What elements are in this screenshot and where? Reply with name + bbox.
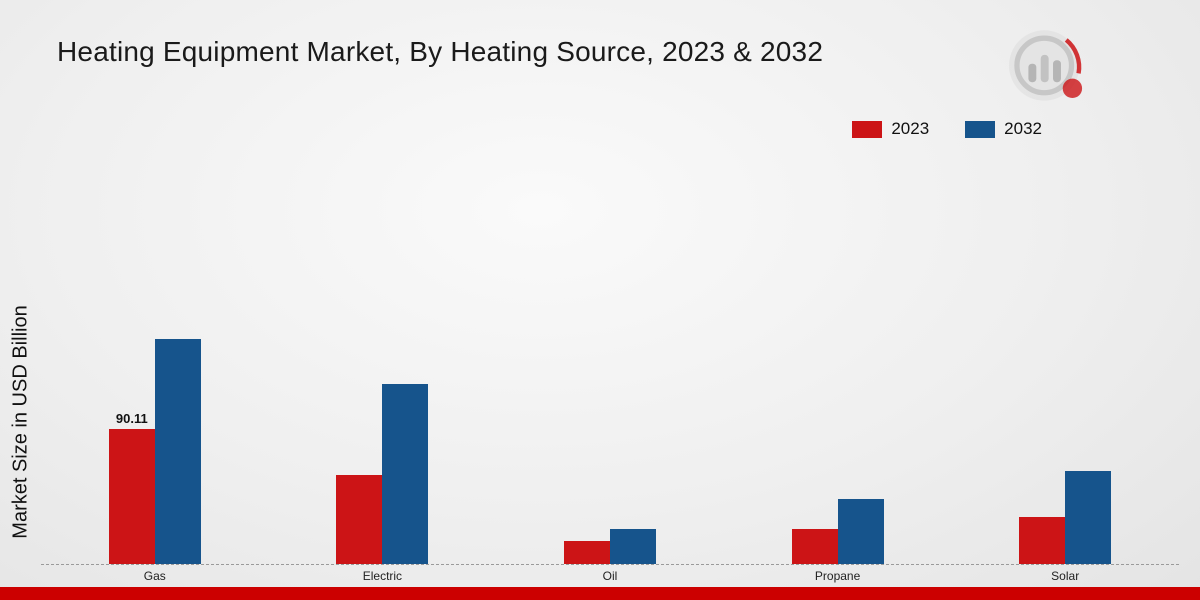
x-tick-gas: Gas	[143, 569, 166, 583]
legend-label-2023: 2023	[891, 119, 930, 138]
bar-2032-propane	[837, 499, 884, 564]
bar-2023-gas	[108, 428, 155, 564]
x-tick-electric: Electric	[362, 569, 403, 583]
bars-container: 90.11	[41, 140, 1179, 564]
legend-swatch-2032	[965, 120, 996, 138]
bar-2032-oil	[610, 529, 656, 564]
y-axis-label: Market Size in USD Billion	[9, 305, 32, 539]
brand-logo-icon	[1002, 25, 1090, 113]
legend-item-2023: 2023	[852, 119, 929, 139]
legend-swatch-2023	[852, 120, 883, 138]
legend-item-2032: 2032	[965, 119, 1042, 139]
bar-2032-electric	[382, 383, 429, 564]
x-tick-propane: Propane	[814, 569, 861, 583]
bar-2032-gas	[154, 338, 201, 564]
x-tick-oil: Oil	[602, 569, 618, 583]
legend: 2023 2032	[852, 119, 1042, 139]
bar-2023-oil	[564, 541, 610, 564]
plot-area: 90.11 Gas Electric Oil Propane Solar	[41, 140, 1179, 583]
footer-red-bar	[0, 587, 1200, 600]
x-axis-ticks: Gas Electric Oil Propane Solar	[41, 564, 1179, 586]
x-tick-solar: Solar	[1051, 569, 1080, 583]
legend-label-2032: 2032	[1004, 119, 1042, 138]
bar-2023-solar	[1019, 517, 1066, 564]
bar-2023-electric	[336, 475, 383, 564]
bar-2032-solar	[1065, 470, 1112, 564]
bar-value-label-2023-gas: 90.11	[115, 410, 148, 426]
chart-title: Heating Equipment Market, By Heating Sou…	[57, 36, 824, 67]
bar-2023-propane	[791, 529, 838, 564]
